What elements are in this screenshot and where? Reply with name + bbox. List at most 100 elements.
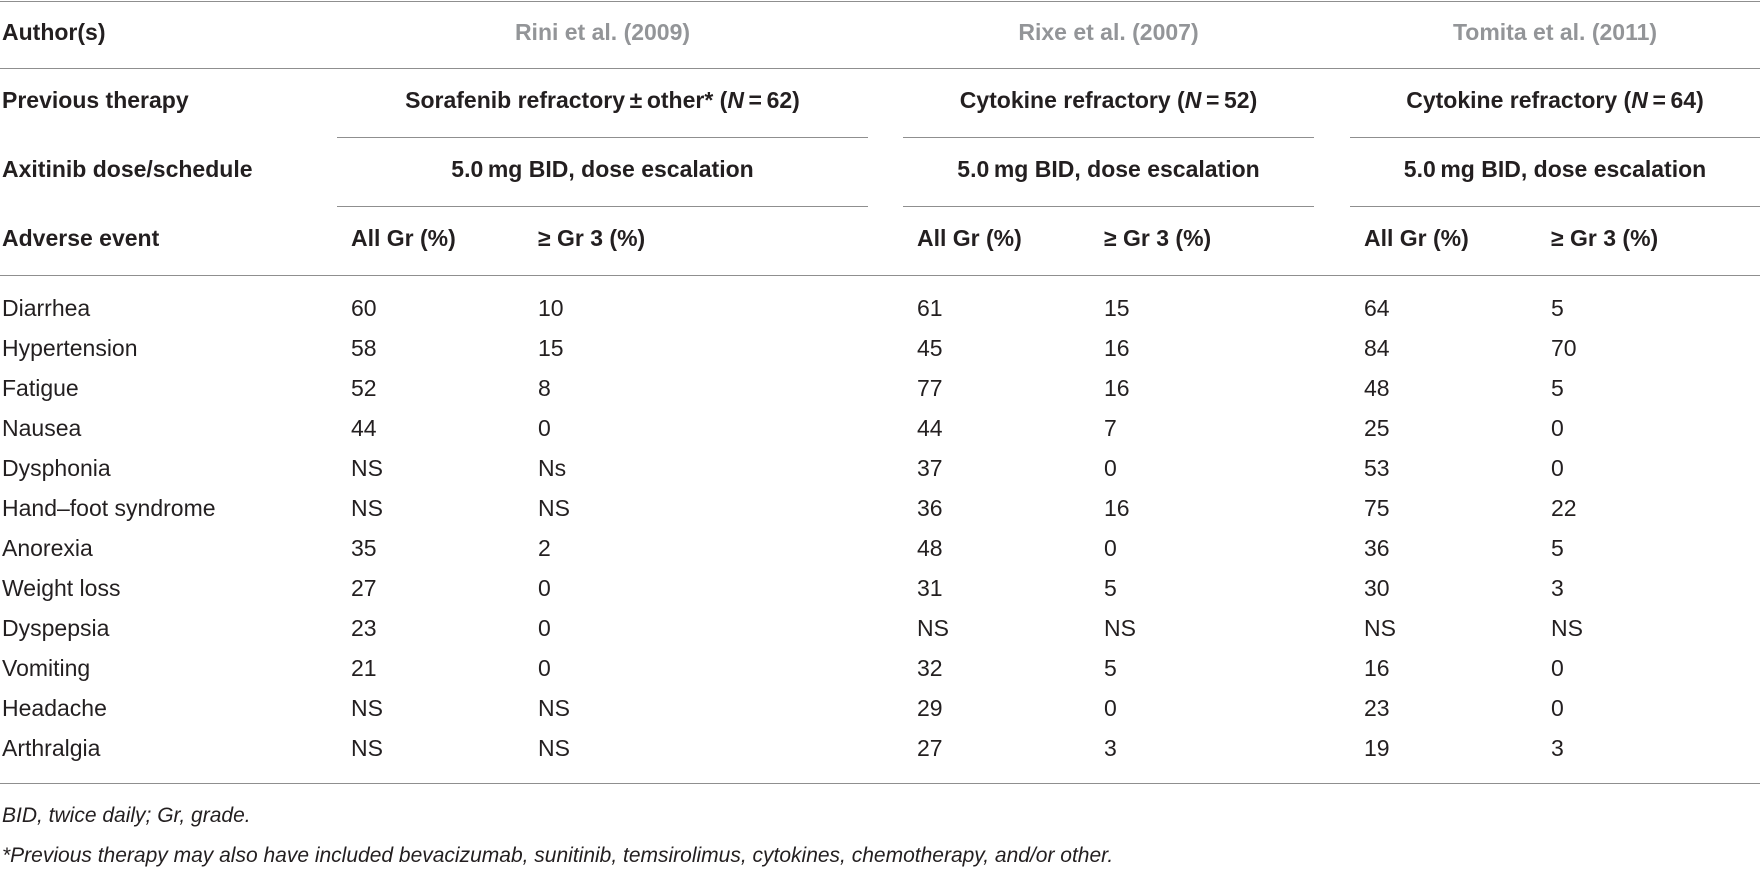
- table-cell: 0: [1551, 655, 1564, 681]
- table-cell: 21: [351, 655, 377, 681]
- therapy-rule-3: [1350, 137, 1760, 138]
- row-event-label: Vomiting: [2, 655, 91, 681]
- table-cell: 3: [1551, 735, 1564, 761]
- top-rule: [0, 1, 1760, 2]
- row-event-label: Dyspepsia: [2, 615, 110, 641]
- therapy-rini-count: = 62): [743, 87, 800, 113]
- adverse-event-label: Adverse event: [2, 225, 160, 251]
- table-cell: 44: [917, 415, 943, 441]
- table-cell: 15: [1104, 295, 1130, 321]
- therapy-rule-1: [337, 137, 868, 138]
- table-cell: 48: [1364, 375, 1390, 401]
- row-event-label: Anorexia: [2, 535, 93, 561]
- table-cell: 5: [1551, 295, 1564, 321]
- dose-rini: 5.0 mg BID, dose escalation: [451, 156, 754, 182]
- rixe-gr3-header: ≥ Gr 3 (%): [1104, 225, 1212, 251]
- row-event-label: Hand–foot syndrome: [2, 495, 216, 521]
- therapy-tomita: Cytokine refractory (N = 64): [1350, 86, 1760, 114]
- table-cell: 27: [351, 575, 377, 601]
- row-event-label: Dysphonia: [2, 455, 111, 481]
- rini-all-gr-header: All Gr (%): [351, 225, 456, 251]
- table-cell: 16: [1104, 375, 1130, 401]
- therapy-rixe-count: = 52): [1201, 87, 1258, 113]
- table-cell: 77: [917, 375, 943, 401]
- table-cell: 25: [1364, 415, 1390, 441]
- table-cell: 7: [1104, 415, 1117, 441]
- table-cell: 36: [917, 495, 943, 521]
- table-cell: 52: [351, 375, 377, 401]
- table-cell: 35: [351, 535, 377, 561]
- table-cell: 15: [538, 335, 564, 361]
- table-cell: 0: [1551, 455, 1564, 481]
- row-event-label: Nausea: [2, 415, 82, 441]
- table-cell: 29: [917, 695, 943, 721]
- table-cell: NS: [1104, 615, 1136, 641]
- table-cell: NS: [1364, 615, 1396, 641]
- table-cell: 19: [1364, 735, 1390, 761]
- table-cell: 3: [1551, 575, 1564, 601]
- study-rini: Rini et al. (2009): [514, 19, 691, 45]
- row-event-label: Fatigue: [2, 375, 79, 401]
- table-cell: 16: [1364, 655, 1390, 681]
- row-event-label: Arthralgia: [2, 735, 101, 761]
- table-cell: 84: [1364, 335, 1390, 361]
- tomita-all-gr-header: All Gr (%): [1364, 225, 1469, 251]
- table-cell: 36: [1364, 535, 1390, 561]
- body-bottom-rule: [0, 783, 1760, 784]
- table-cell: 22: [1551, 495, 1577, 521]
- dose-rixe: 5.0 mg BID, dose escalation: [957, 156, 1260, 182]
- row-event-label: Diarrhea: [2, 295, 91, 321]
- therapy-rixe-n: N: [1184, 87, 1202, 113]
- table-cell: 16: [1104, 335, 1130, 361]
- tomita-gr3-header: ≥ Gr 3 (%): [1551, 225, 1659, 251]
- table-cell: 0: [538, 415, 551, 441]
- table-cell: 44: [351, 415, 377, 441]
- table-cell: 60: [351, 295, 377, 321]
- table-cell: 0: [1104, 535, 1117, 561]
- therapy-rini: Sorafenib refractory ± other* (N = 62): [337, 86, 868, 114]
- table-cell: 75: [1364, 495, 1390, 521]
- author-label: Author(s): [2, 19, 106, 45]
- therapy-tomita-n: N: [1631, 87, 1648, 113]
- therapy-tomita-count: = 64): [1647, 87, 1704, 113]
- therapy-rixe-prefix: Cytokine refractory (: [959, 87, 1185, 113]
- dose-rule-1: [337, 206, 868, 207]
- table-cell: 53: [1364, 455, 1390, 481]
- table-cell: 8: [538, 375, 551, 401]
- table-cell: 30: [1364, 575, 1390, 601]
- dose-tomita: 5.0 mg BID, dose escalation: [1403, 156, 1707, 182]
- dose-rule-3: [1350, 206, 1760, 207]
- study-rixe: Rixe et al. (2007): [1018, 19, 1199, 45]
- table-cell: 5: [1551, 535, 1564, 561]
- table-cell: 31: [917, 575, 943, 601]
- therapy-rini-n: N: [727, 87, 744, 113]
- row-event-label: Headache: [2, 695, 107, 721]
- row-event-label: Weight loss: [2, 575, 121, 601]
- author-rule: [0, 68, 1760, 69]
- table-cell: 5: [1551, 375, 1564, 401]
- table-cell: 10: [538, 295, 564, 321]
- therapy-tomita-prefix: Cytokine refractory (: [1406, 87, 1632, 113]
- table-cell: NS: [538, 495, 570, 521]
- table-cell: 16: [1104, 495, 1130, 521]
- rixe-all-gr-header: All Gr (%): [917, 225, 1022, 251]
- dose-label: Axitinib dose/schedule: [2, 156, 253, 182]
- table-cell: 70: [1551, 335, 1577, 361]
- table-cell: NS: [351, 695, 383, 721]
- table-cell: NS: [538, 735, 570, 761]
- rini-gr3-header: ≥ Gr 3 (%): [538, 225, 646, 251]
- table-cell: NS: [351, 455, 383, 481]
- table-cell: NS: [538, 695, 570, 721]
- table-cell: 45: [917, 335, 943, 361]
- header-bottom-rule: [0, 275, 1760, 276]
- table-cell: 3: [1104, 735, 1117, 761]
- table-cell: 0: [1551, 415, 1564, 441]
- table-cell: 64: [1364, 295, 1390, 321]
- table-cell: NS: [351, 735, 383, 761]
- table-cell: 0: [538, 575, 551, 601]
- study-tomita: Tomita et al. (2011): [1452, 19, 1658, 45]
- table-cell: 2: [538, 535, 551, 561]
- table-cell: 0: [538, 655, 551, 681]
- table-cell: 27: [917, 735, 943, 761]
- row-event-label: Hypertension: [2, 335, 138, 361]
